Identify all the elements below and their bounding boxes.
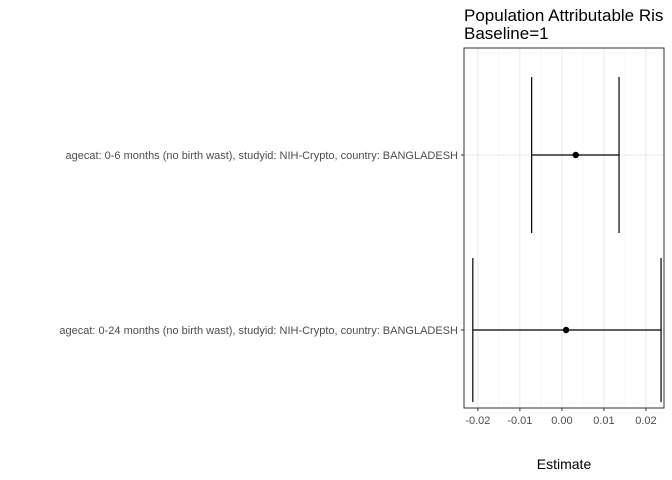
x-tick-label: -0.02 (465, 415, 490, 427)
y-tick-label: agecat: 0-6 months (no birth wast), stud… (66, 150, 459, 162)
x-axis: -0.02 -0.01 0.00 0.01 0.02 (465, 408, 657, 427)
x-tick-label: 0.02 (635, 415, 656, 427)
data-marks (472, 77, 662, 402)
x-tick-label: 0.00 (551, 415, 572, 427)
x-tick-label: 0.01 (593, 415, 614, 427)
grid-lines (464, 48, 664, 408)
estimate-point (562, 326, 570, 334)
y-tick-label: agecat: 0-24 months (no birth wast), stu… (59, 325, 458, 337)
y-axis-labels: agecat: 0-6 months (no birth wast), stud… (59, 150, 464, 337)
chart-subtitle: Baseline=1 (464, 24, 549, 43)
estimate-point (572, 151, 579, 159)
x-tick-label: -0.01 (507, 415, 532, 427)
panel-border (463, 47, 665, 409)
chart-title: Population Attributable Ris (464, 6, 663, 25)
x-axis-title: Estimate (537, 456, 592, 472)
